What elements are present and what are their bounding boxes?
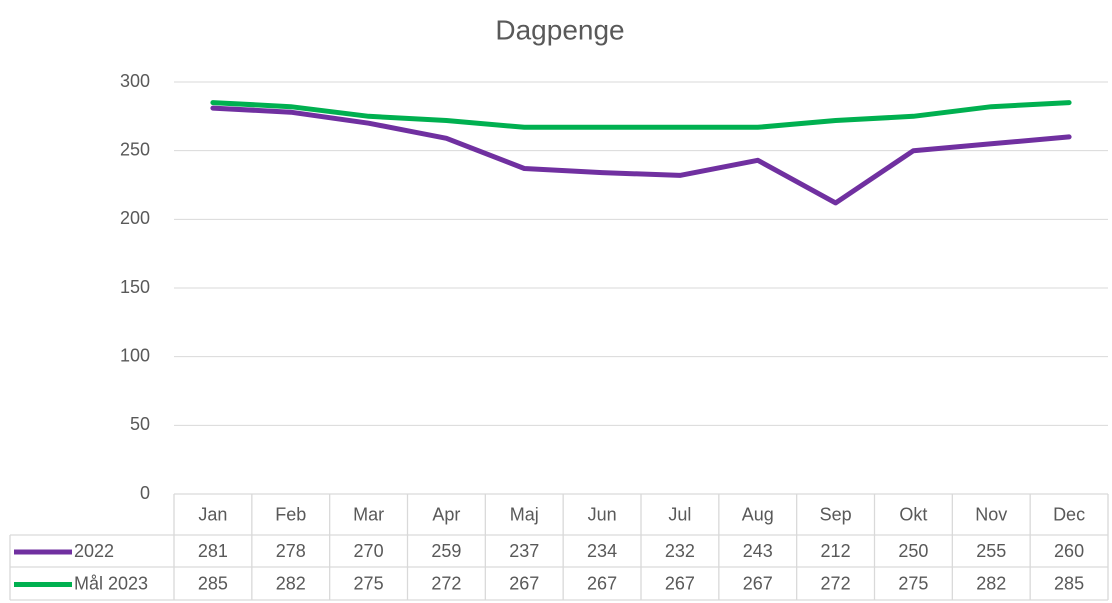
table-value: 272 bbox=[821, 573, 851, 593]
table-value: 237 bbox=[509, 541, 539, 561]
x-tick-label: Aug bbox=[742, 504, 774, 524]
table-value: 285 bbox=[1054, 573, 1084, 593]
y-tick-label: 100 bbox=[120, 345, 150, 365]
table-value: 243 bbox=[743, 541, 773, 561]
table-value: 212 bbox=[821, 541, 851, 561]
table-value: 275 bbox=[898, 573, 928, 593]
x-tick-label: Dec bbox=[1053, 504, 1085, 524]
table-value: 267 bbox=[665, 573, 695, 593]
table-value: 275 bbox=[354, 573, 384, 593]
x-tick-label: Feb bbox=[275, 504, 306, 524]
legend-label: 2022 bbox=[74, 541, 114, 561]
series-line bbox=[210, 105, 1072, 206]
y-tick-label: 0 bbox=[140, 483, 150, 503]
chart-title: Dagpenge bbox=[495, 14, 624, 45]
x-tick-label: Jul bbox=[668, 504, 691, 524]
table-value: 260 bbox=[1054, 541, 1084, 561]
table-value: 250 bbox=[898, 541, 928, 561]
table-value: 281 bbox=[198, 541, 228, 561]
table-value: 282 bbox=[276, 573, 306, 593]
table-value: 272 bbox=[431, 573, 461, 593]
x-tick-label: Okt bbox=[899, 504, 927, 524]
table-value: 234 bbox=[587, 541, 617, 561]
table-value: 270 bbox=[354, 541, 384, 561]
x-tick-label: Jun bbox=[588, 504, 617, 524]
x-tick-label: Sep bbox=[820, 504, 852, 524]
table-value: 267 bbox=[743, 573, 773, 593]
y-tick-label: 250 bbox=[120, 139, 150, 159]
y-tick-label: 200 bbox=[120, 208, 150, 228]
y-tick-label: 150 bbox=[120, 277, 150, 297]
x-tick-label: Jan bbox=[198, 504, 227, 524]
y-tick-label: 300 bbox=[120, 71, 150, 91]
table-value: 267 bbox=[587, 573, 617, 593]
y-tick-label: 50 bbox=[130, 414, 150, 434]
table-value: 267 bbox=[509, 573, 539, 593]
x-tick-label: Apr bbox=[432, 504, 460, 524]
table-value: 285 bbox=[198, 573, 228, 593]
table-value: 282 bbox=[976, 573, 1006, 593]
table-value: 278 bbox=[276, 541, 306, 561]
table-value: 232 bbox=[665, 541, 695, 561]
series-line bbox=[210, 100, 1072, 130]
table-value: 255 bbox=[976, 541, 1006, 561]
table-value: 259 bbox=[431, 541, 461, 561]
x-tick-label: Mar bbox=[353, 504, 384, 524]
legend-label: Mål 2023 bbox=[74, 573, 148, 593]
x-tick-label: Nov bbox=[975, 504, 1007, 524]
x-tick-label: Maj bbox=[510, 504, 539, 524]
